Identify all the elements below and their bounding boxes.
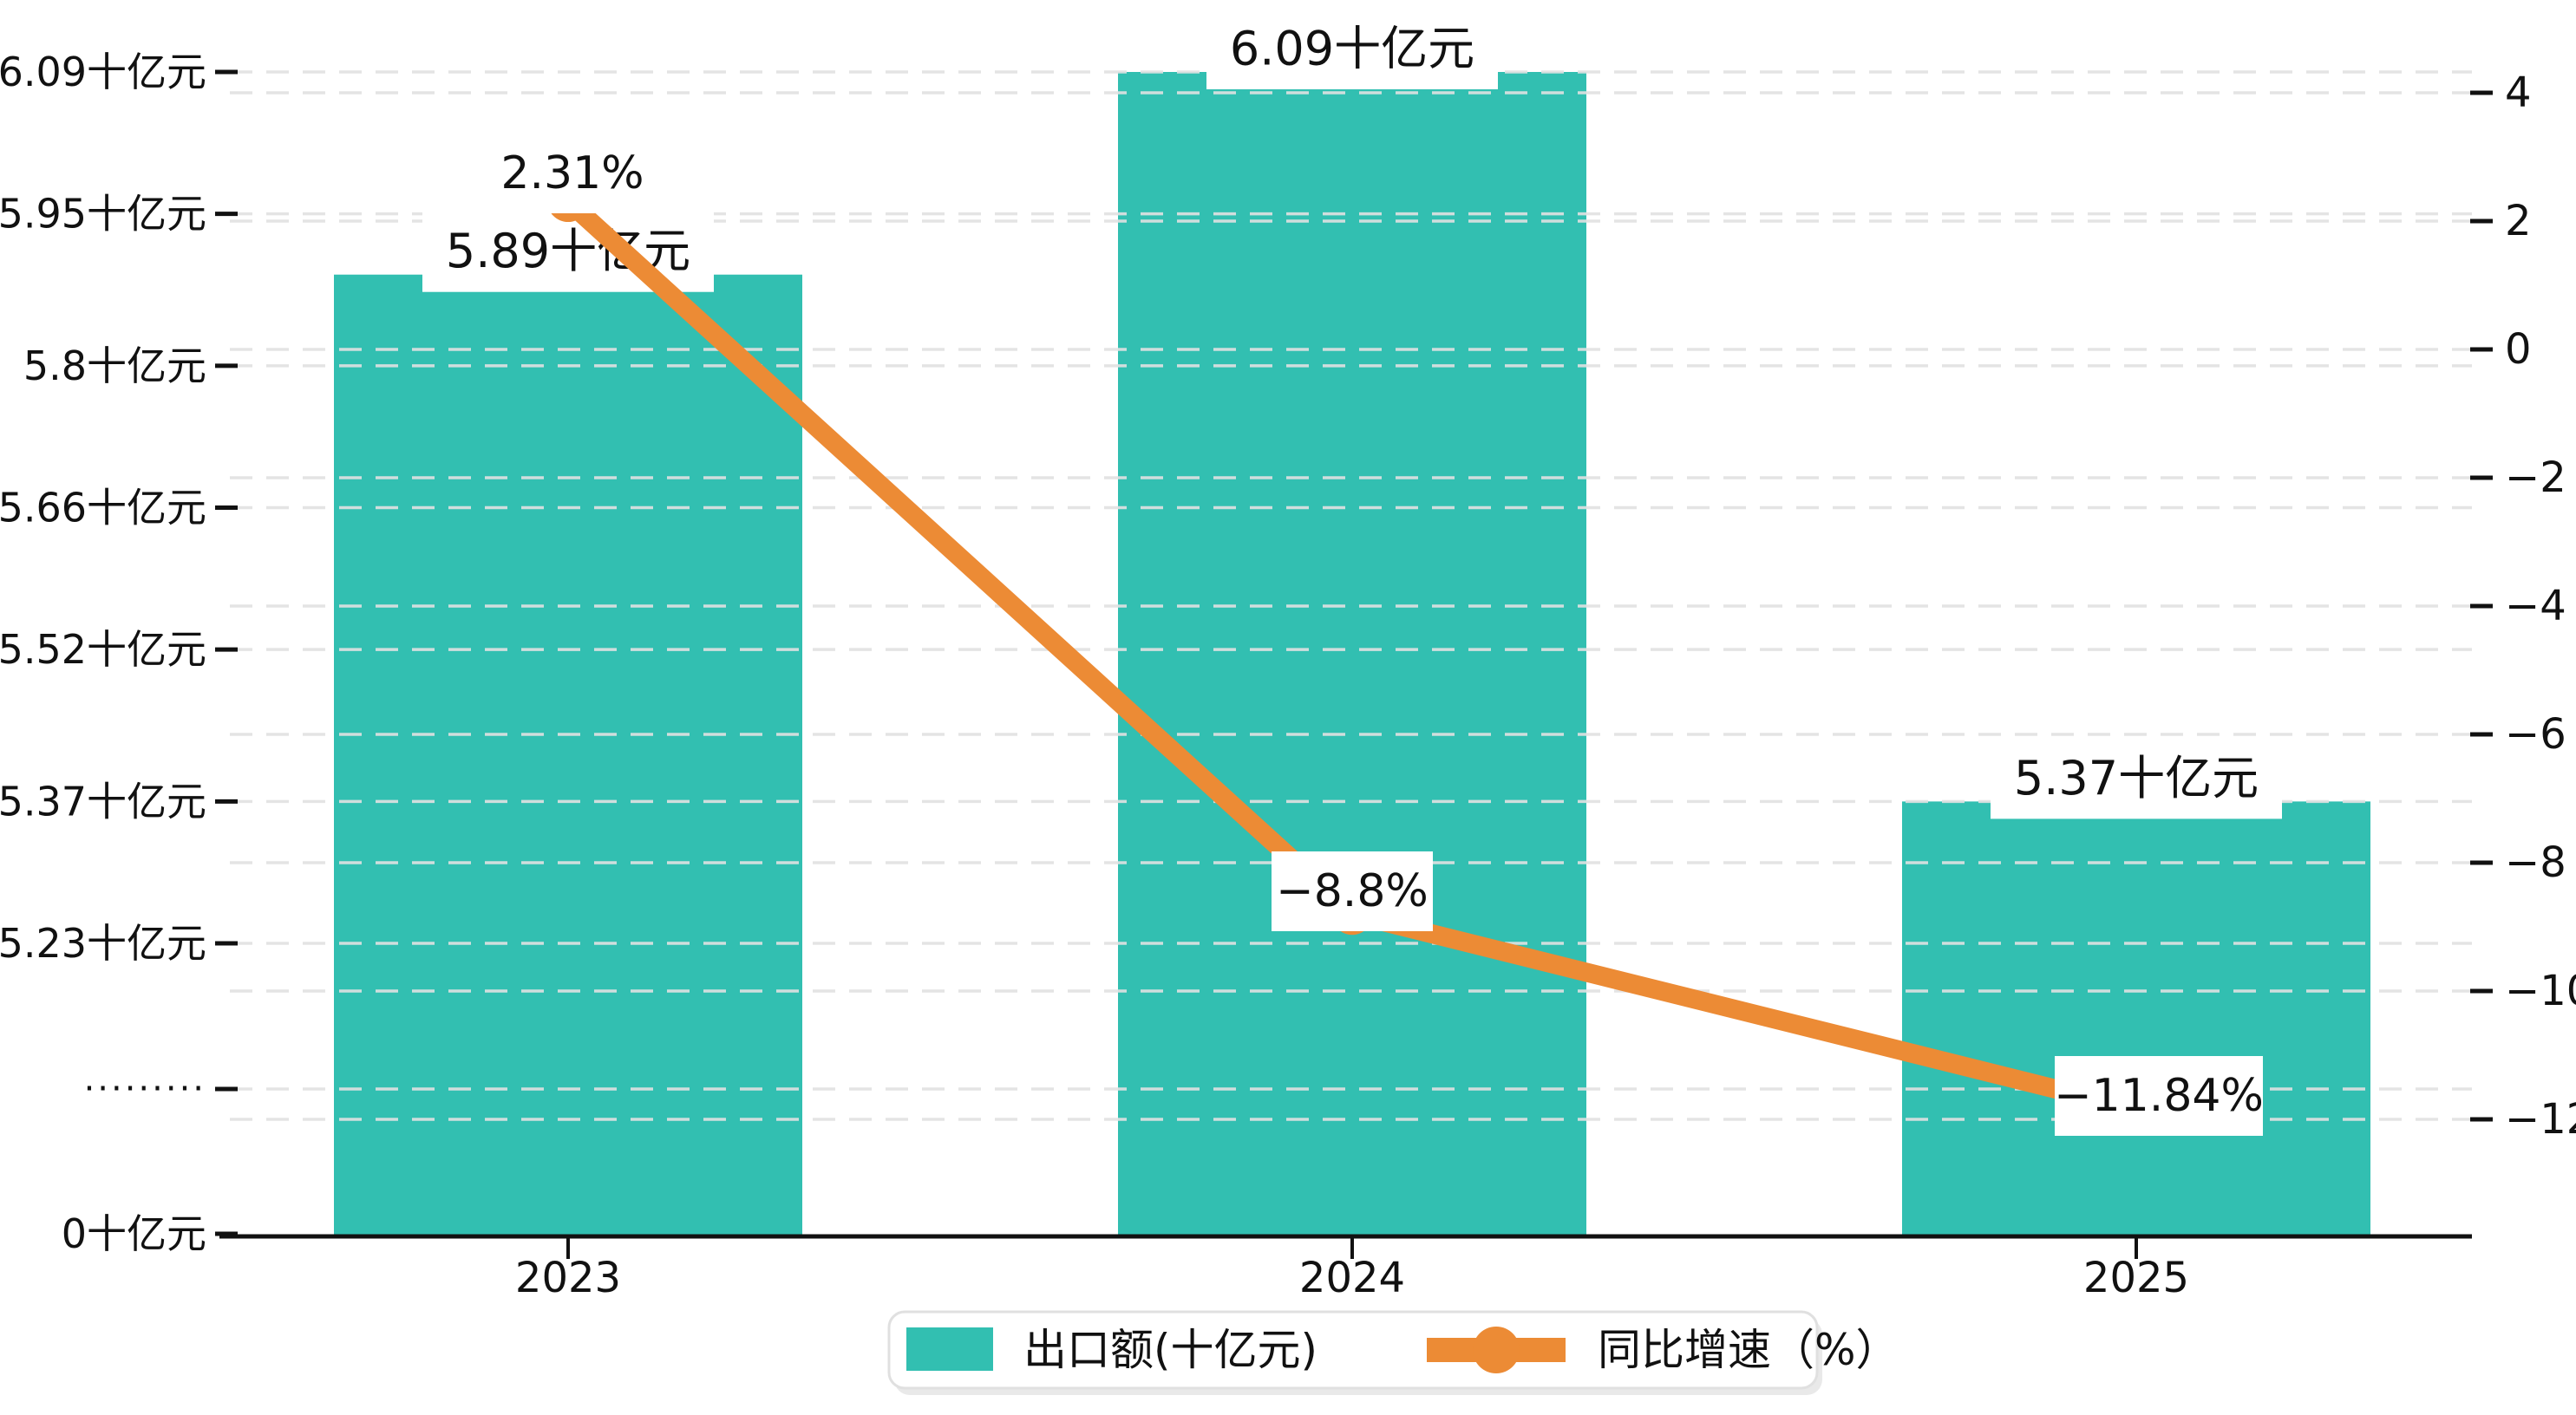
growth-value-label-box [1272,851,1433,931]
growth-value-label-box [2055,1056,2263,1136]
x-axis-tick-label-2023: 2023 [515,1254,621,1302]
legend-item-export[interactable]: 出口额(十亿元) [906,1325,1317,1375]
left-axis-tick-label: 5.66十亿元 [0,485,206,531]
left-axis-tick-label: 6.09十亿元 [0,49,206,95]
growth-value-label: 2.31% [500,147,644,199]
bar-value-label: 6.09十亿元 [1230,22,1474,76]
growth-value-label-box [484,134,661,213]
legend-swatch-bar [906,1327,993,1371]
left-axis-break-label: ········· [84,1069,206,1109]
right-axis-tick-label: −8 [2505,838,2566,887]
bar-2025[interactable] [1902,801,2370,1236]
left-axis-tick-label: 5.95十亿元 [0,191,206,238]
right-axis-tick-label: 0 [2505,325,2532,374]
left-axis-tick-label: 5.23十亿元 [0,920,206,967]
right-axis-tick-label: 2 [2505,197,2532,245]
right-axis-tick-label: −2 [2505,453,2566,502]
right-axis-tick-label: 4 [2505,68,2532,117]
legend-swatch-dot [1473,1327,1520,1373]
bar-value-label: 5.37十亿元 [2014,751,2259,805]
legend: 出口额(十亿元) 同比增速（%） [887,1310,1899,1395]
right-axis-tick-label: −12 [2505,1095,2576,1144]
right-axis-tick-label: −10 [2505,967,2576,1015]
bar-2023[interactable] [334,274,802,1236]
right-axis-tick-label: −4 [2505,582,2566,630]
growth-value-label: −8.8% [1276,865,1429,917]
x-axis-tick-label-2024: 2024 [1299,1254,1405,1302]
legend-box [887,1310,1819,1390]
bar-value-label-box [1206,10,1498,89]
left-axis-tick-label: 5.37十亿元 [0,778,206,825]
bar-value-label-box [1991,739,2282,819]
right-axis-tick-label: −6 [2505,710,2566,759]
legend-label-growth: 同比增速（%） [1598,1325,1899,1375]
left-axis-tick-label: 5.52十亿元 [0,626,206,673]
legend-label-export: 出口额(十亿元) [1023,1325,1317,1375]
bar-2024[interactable] [1118,72,1586,1236]
left-axis-tick-label: 5.8十亿元 [23,342,206,389]
left-axis-zero-label: 0十亿元 [62,1210,206,1257]
growth-value-label: −11.84% [2054,1070,2264,1122]
x-axis-tick-label-2025: 2025 [2083,1254,2189,1302]
legend-item-growth[interactable]: 同比增速（%） [1427,1325,1899,1375]
